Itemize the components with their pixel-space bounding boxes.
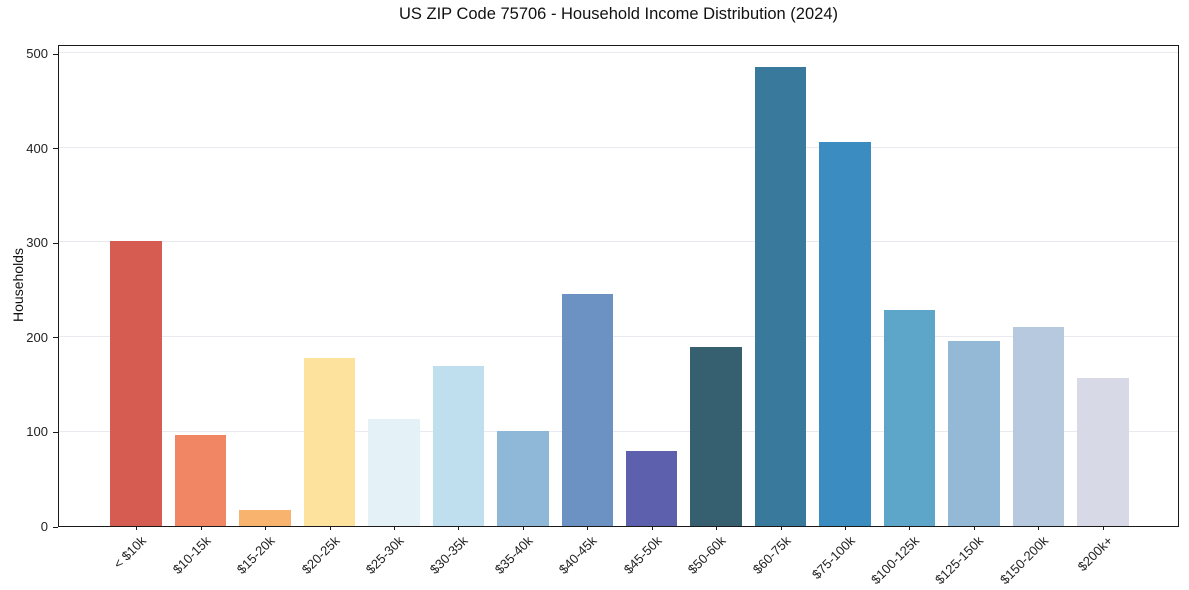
x-tick-mark <box>458 526 460 530</box>
x-tick-label-text: $125-150k <box>932 533 987 588</box>
x-tick-label-text: $50-60k <box>684 533 729 577</box>
x-tick-label-text: $40-45k <box>556 533 600 577</box>
x-tick-mark <box>716 526 718 530</box>
x-tick-mark <box>651 526 653 530</box>
bar <box>1077 377 1129 526</box>
x-tick-label-text: $10-15k <box>169 533 214 577</box>
bar <box>239 509 291 526</box>
bar <box>497 430 549 526</box>
y-axis-label: Households <box>10 248 26 322</box>
chart-title: US ZIP Code 75706 - Household Income Dis… <box>398 5 838 23</box>
bar <box>754 66 807 526</box>
x-tick-label-text: $25-30k <box>362 533 407 577</box>
x-tick-label-text: $20-25k <box>298 533 343 577</box>
x-tick-mark <box>780 526 782 530</box>
bar <box>1012 326 1065 526</box>
x-tick-label-text: $75-100k <box>808 533 858 582</box>
y-tick-label: 400 <box>26 140 48 156</box>
x-tick-label-text: $100-125k <box>868 533 923 588</box>
y-tick-label: 300 <box>26 235 48 251</box>
bar <box>432 366 485 526</box>
gridline <box>59 52 1178 54</box>
bar <box>110 240 162 526</box>
bar <box>625 451 678 526</box>
gridline <box>59 146 1178 148</box>
y-tick-label: 500 <box>26 46 48 62</box>
x-tick-label-text: $30-35k <box>427 533 472 577</box>
plot-area: < $10k $10-15k $15-20k $20-25k $25-30k $30-35… <box>58 45 1179 587</box>
x-tick-label-text: $15-20k <box>233 533 278 577</box>
bar <box>819 142 871 526</box>
x-tick-label-text: $35-40k <box>491 533 536 577</box>
gridline <box>59 241 1178 243</box>
x-tick-mark <box>973 526 975 530</box>
bar <box>948 340 1000 526</box>
gridline <box>59 430 1178 432</box>
x-tick-mark <box>329 526 331 530</box>
x-tick-mark <box>200 526 202 530</box>
y-tick-mark <box>53 148 58 150</box>
x-tick-mark <box>587 526 589 530</box>
y-tick-mark <box>53 526 58 528</box>
y-tick-mark <box>53 431 58 433</box>
x-tick-label-text: $45-50k <box>620 533 665 577</box>
x-tick-mark <box>1038 526 1040 530</box>
y-tick-label: 100 <box>26 424 48 440</box>
y-tick-label: 200 <box>26 329 48 345</box>
gridline <box>59 335 1178 337</box>
x-tick-mark <box>1102 526 1104 530</box>
bar <box>174 435 227 526</box>
bar <box>303 357 356 526</box>
x-tick-mark <box>136 526 138 530</box>
y-tick-mark <box>53 337 58 339</box>
x-tick-mark <box>522 526 524 530</box>
x-tick-mark <box>909 526 911 530</box>
x-tick-mark <box>265 526 267 530</box>
y-tick-mark <box>53 53 58 55</box>
bar <box>690 347 742 526</box>
y-tick-label: 0 <box>40 519 48 534</box>
x-tick-label-text: $60-75k <box>749 533 794 577</box>
bar <box>561 294 614 526</box>
bar <box>883 309 936 526</box>
x-tick-label-text: < $10k <box>110 533 149 572</box>
x-tick-label-text: $150-200k <box>996 533 1051 588</box>
x-tick-label-text: $200k+ <box>1074 533 1116 575</box>
bar <box>368 419 420 526</box>
x-tick-mark <box>393 526 395 530</box>
x-tick-mark <box>845 526 847 530</box>
y-tick-mark <box>53 242 58 244</box>
